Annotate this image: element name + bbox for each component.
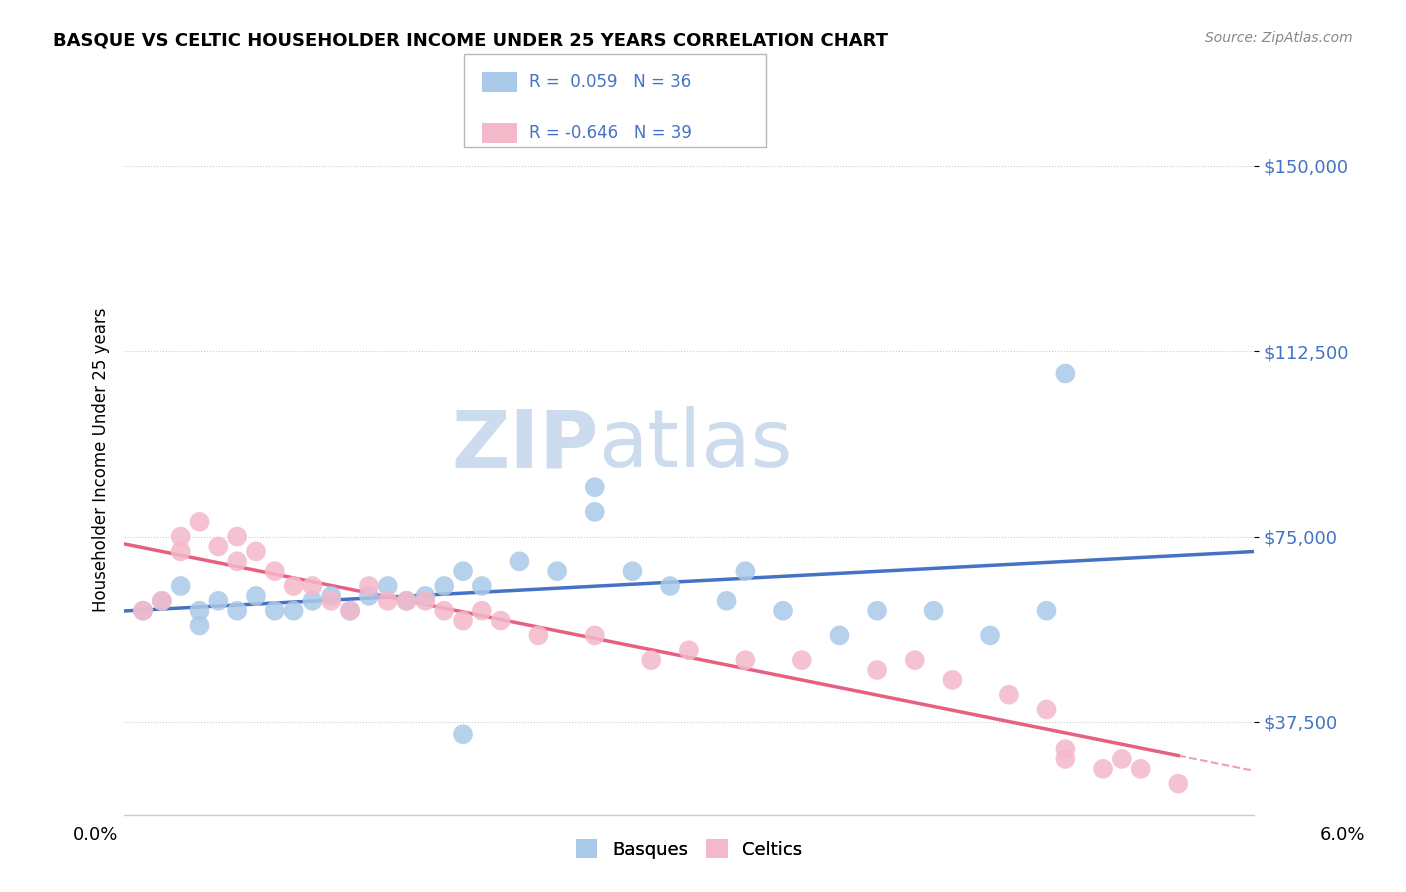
Point — [150, 594, 173, 608]
Point — [772, 604, 794, 618]
Point — [471, 604, 494, 618]
Y-axis label: Householder Income Under 25 years: Householder Income Under 25 years — [93, 307, 110, 612]
Point — [734, 564, 756, 578]
Point — [1111, 752, 1133, 766]
Point — [1054, 742, 1077, 756]
Point — [583, 505, 606, 519]
Text: atlas: atlas — [599, 406, 793, 484]
Point — [170, 530, 193, 544]
Point — [170, 579, 193, 593]
Point — [339, 604, 361, 618]
Point — [301, 594, 323, 608]
Point — [207, 594, 229, 608]
Point — [433, 604, 456, 618]
Point — [508, 554, 530, 568]
Point — [998, 688, 1021, 702]
Point — [1167, 777, 1189, 791]
Point — [1054, 367, 1077, 381]
Point — [245, 589, 267, 603]
Point — [583, 628, 606, 642]
Point — [1092, 762, 1115, 776]
Point — [357, 589, 380, 603]
Point — [377, 594, 399, 608]
Point — [734, 653, 756, 667]
Point — [1035, 604, 1057, 618]
Point — [283, 579, 305, 593]
Legend: Basques, Celtics: Basques, Celtics — [568, 832, 810, 866]
Point — [321, 594, 343, 608]
Point — [226, 554, 249, 568]
Point — [659, 579, 682, 593]
Point — [357, 579, 380, 593]
Point — [527, 628, 550, 642]
Point — [922, 604, 945, 618]
Point — [716, 594, 738, 608]
Point — [226, 604, 249, 618]
Point — [321, 589, 343, 603]
Point — [170, 544, 193, 558]
Point — [451, 727, 474, 741]
Point — [395, 594, 418, 608]
Text: R =  0.059   N = 36: R = 0.059 N = 36 — [529, 73, 690, 91]
Point — [866, 604, 889, 618]
Point — [339, 604, 361, 618]
Point — [451, 614, 474, 628]
Point — [226, 530, 249, 544]
Point — [1035, 702, 1057, 716]
Text: 6.0%: 6.0% — [1320, 826, 1365, 844]
Point — [283, 604, 305, 618]
Point — [489, 614, 512, 628]
Point — [583, 480, 606, 494]
Text: BASQUE VS CELTIC HOUSEHOLDER INCOME UNDER 25 YEARS CORRELATION CHART: BASQUE VS CELTIC HOUSEHOLDER INCOME UNDE… — [53, 31, 889, 49]
Point — [433, 579, 456, 593]
Point — [245, 544, 267, 558]
Point — [546, 564, 568, 578]
Point — [132, 604, 155, 618]
Point — [263, 564, 285, 578]
Point — [866, 663, 889, 677]
Point — [1054, 752, 1077, 766]
Text: R = -0.646   N = 39: R = -0.646 N = 39 — [529, 124, 692, 142]
Point — [301, 579, 323, 593]
Point — [621, 564, 644, 578]
Point — [904, 653, 927, 667]
Point — [415, 589, 437, 603]
Point — [1129, 762, 1152, 776]
Text: ZIP: ZIP — [451, 406, 599, 484]
Point — [395, 594, 418, 608]
Point — [790, 653, 813, 667]
Point — [188, 604, 211, 618]
Point — [471, 579, 494, 593]
Point — [828, 628, 851, 642]
Point — [188, 515, 211, 529]
Point — [640, 653, 662, 667]
Text: 0.0%: 0.0% — [73, 826, 118, 844]
Point — [678, 643, 700, 657]
Point — [941, 673, 963, 687]
Point — [263, 604, 285, 618]
Point — [132, 604, 155, 618]
Text: Source: ZipAtlas.com: Source: ZipAtlas.com — [1205, 31, 1353, 45]
Point — [207, 540, 229, 554]
Point — [188, 618, 211, 632]
Point — [150, 594, 173, 608]
Point — [979, 628, 1001, 642]
Point — [415, 594, 437, 608]
Point — [377, 579, 399, 593]
Point — [451, 564, 474, 578]
